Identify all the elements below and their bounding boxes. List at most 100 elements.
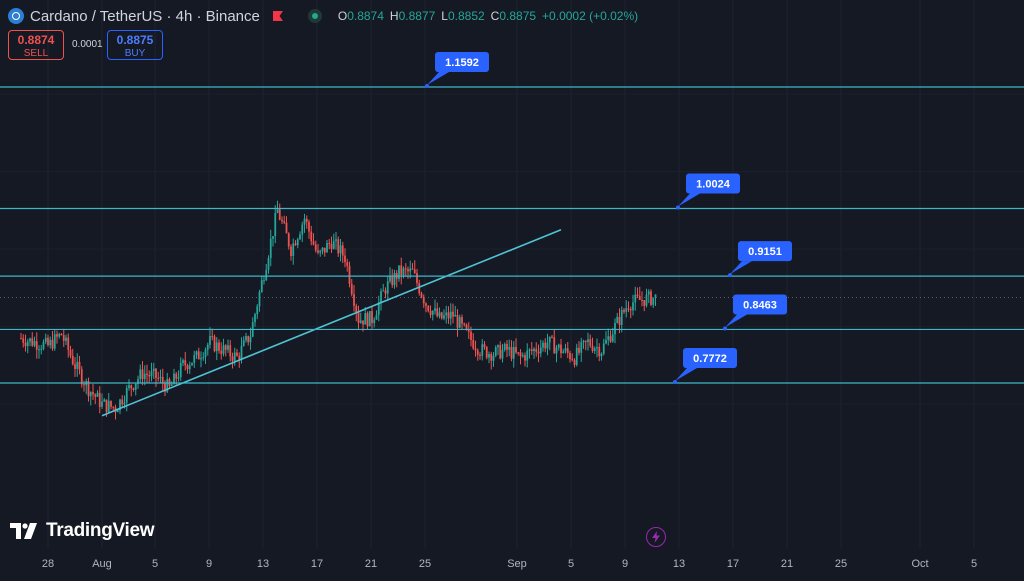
- candle-body: [231, 356, 234, 361]
- candle-body: [629, 308, 632, 311]
- candle-body: [245, 336, 247, 341]
- candle-body: [438, 312, 441, 317]
- candle-body: [339, 245, 342, 254]
- candle-body: [623, 309, 625, 312]
- candle-body: [267, 258, 270, 270]
- candle-body: [400, 265, 403, 276]
- candle-body: [416, 273, 418, 284]
- candle-body: [254, 314, 256, 323]
- candle-body: [299, 234, 301, 240]
- candle-body: [53, 334, 56, 349]
- candle-body: [566, 348, 569, 354]
- candle-body: [506, 343, 508, 350]
- candle-body: [119, 399, 121, 411]
- level-label-pointer: [427, 72, 449, 85]
- level-anchor-dot: [425, 84, 429, 88]
- level-label-pointer: [725, 314, 747, 328]
- level-label-box: [738, 241, 792, 262]
- candle-body: [107, 400, 110, 412]
- candle-body: [357, 312, 360, 323]
- candle-body: [283, 221, 286, 223]
- flag-icon[interactable]: [272, 10, 284, 22]
- candle-body: [591, 345, 594, 351]
- market-status-icon[interactable]: [307, 9, 322, 23]
- candle-body: [76, 361, 79, 369]
- candle-body: [98, 392, 101, 407]
- candle-body: [573, 360, 576, 365]
- candle-body: [202, 357, 205, 359]
- level-label: 0.7772: [693, 353, 727, 365]
- candle-body: [582, 340, 585, 343]
- buy-button[interactable]: 0.8875 BUY: [107, 30, 163, 60]
- candle-body: [546, 342, 549, 349]
- candle-body: [130, 385, 133, 389]
- symbol-title[interactable]: Cardano / TetherUS · 4h · Binance: [30, 7, 260, 25]
- candle-body: [425, 303, 427, 306]
- tradingview-logo-text: TradingView: [46, 520, 155, 541]
- candle-body: [112, 406, 115, 408]
- spread-value: 0.0001: [72, 39, 103, 50]
- candle-body: [197, 351, 200, 360]
- candle-body: [429, 310, 432, 315]
- candle-body: [143, 373, 146, 379]
- candle-body: [348, 265, 351, 284]
- candle-body: [80, 369, 83, 385]
- candle-body: [512, 347, 515, 359]
- candle-body: [359, 320, 362, 323]
- candle-body: [44, 337, 47, 343]
- candle-body: [440, 312, 443, 319]
- candle-body: [51, 339, 54, 349]
- candle-body: [389, 275, 391, 282]
- candle-body: [170, 384, 173, 386]
- level-label-pointer: [730, 261, 752, 275]
- level-anchor-dot: [676, 205, 680, 210]
- candle-body: [519, 352, 522, 357]
- level-label: 0.9151: [748, 246, 782, 258]
- candle-body: [278, 209, 281, 220]
- candle-body: [517, 352, 520, 354]
- sell-button[interactable]: 0.8874 SELL: [8, 30, 64, 60]
- candle-body: [128, 385, 130, 389]
- lightning-icon[interactable]: [646, 527, 666, 547]
- candle-body: [38, 349, 40, 351]
- candle-body: [24, 342, 27, 347]
- candle-body: [470, 331, 472, 340]
- candle-body: [116, 410, 119, 413]
- candle-body: [249, 336, 252, 343]
- tradingview-logo-icon: [10, 523, 37, 539]
- tradingview-logo[interactable]: TradingView: [10, 520, 155, 542]
- candle-body: [58, 333, 61, 337]
- candle-body: [157, 377, 160, 379]
- candle-body: [510, 347, 513, 359]
- candle-body: [650, 291, 652, 305]
- candle-body: [26, 341, 29, 347]
- candle-body: [364, 313, 367, 325]
- candle-body: [643, 300, 646, 306]
- candle-body: [373, 319, 376, 324]
- candle-body: [501, 349, 504, 359]
- candle-body: [596, 347, 598, 349]
- candle-body: [236, 352, 238, 356]
- candle-body: [391, 275, 394, 286]
- candle-body: [371, 311, 373, 324]
- candle-body: [96, 392, 99, 397]
- candle-body: [260, 280, 263, 292]
- candle-body: [497, 345, 499, 348]
- candle-body: [238, 355, 241, 360]
- candle-body: [551, 336, 553, 338]
- candle-body: [179, 362, 182, 378]
- candle-body: [553, 337, 556, 354]
- candle-body: [569, 353, 571, 360]
- candle-body: [346, 261, 349, 266]
- candle-body: [420, 293, 423, 298]
- candle-body: [483, 344, 486, 348]
- cardano-coin-icon: [8, 8, 24, 24]
- candle-body: [611, 334, 614, 342]
- level-label-box: [435, 52, 489, 72]
- candle-body: [521, 355, 524, 357]
- candle-body: [499, 345, 502, 359]
- x-tick-label: 25: [419, 558, 431, 570]
- candle-body: [146, 373, 148, 376]
